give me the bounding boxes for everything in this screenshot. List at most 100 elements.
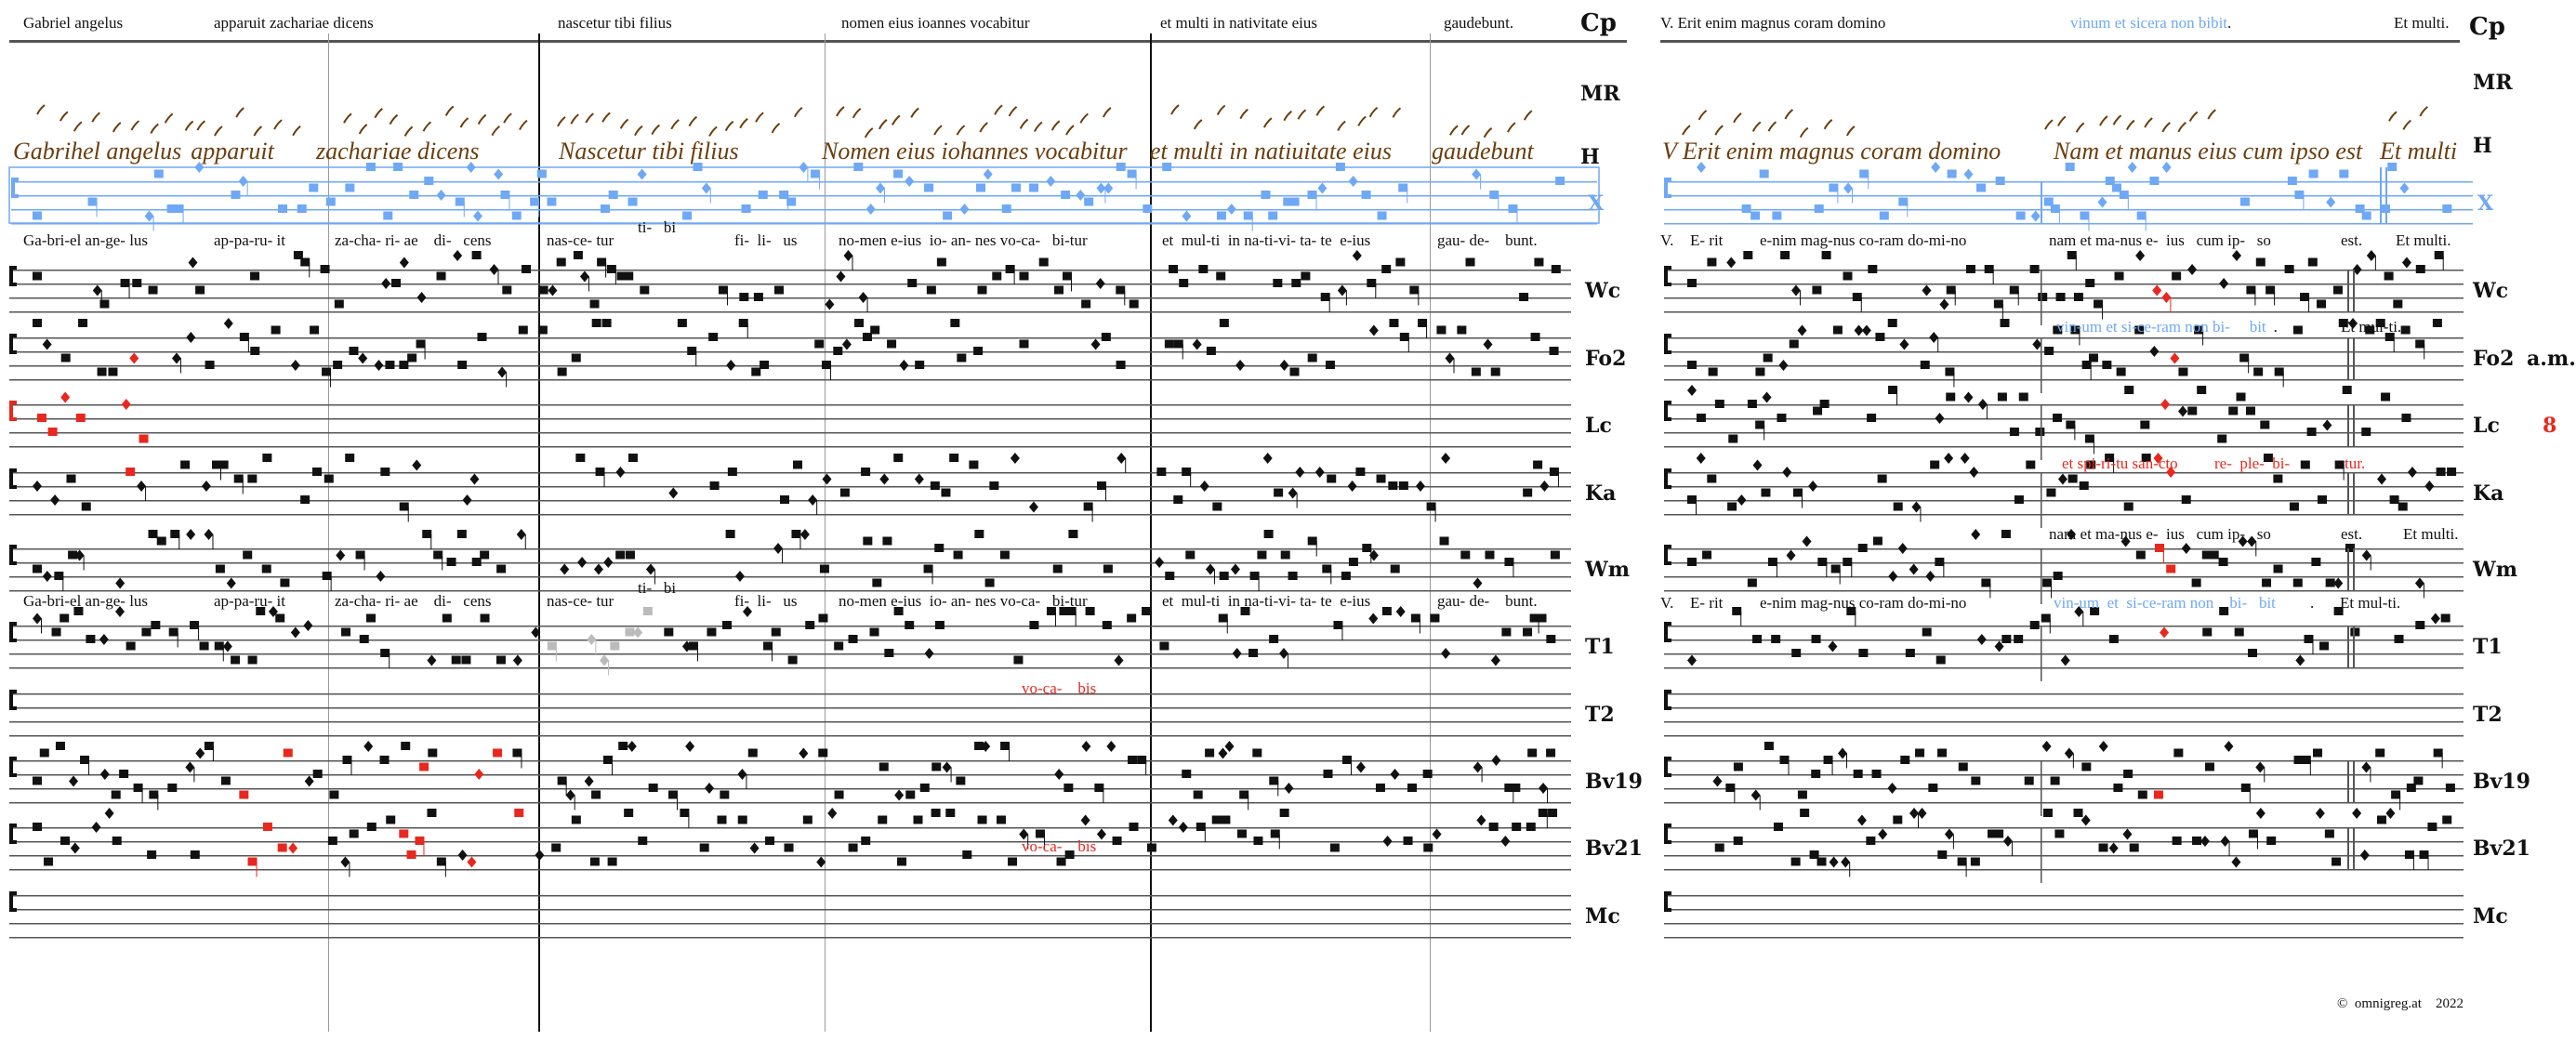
neume-diamond — [1935, 413, 1945, 424]
neume-square — [2361, 211, 2371, 220]
neume-stem — [100, 290, 102, 306]
neume-diamond — [1925, 571, 1935, 582]
neume-stroke — [2099, 115, 2108, 126]
neume-diamond — [2224, 741, 2234, 752]
neume-diamond — [469, 473, 480, 485]
neume-stroke — [422, 121, 432, 132]
neume-square — [2029, 265, 2040, 273]
row-label: Ka — [1585, 481, 1617, 506]
c-clef-icon — [9, 401, 17, 421]
neume-square — [2413, 776, 2424, 785]
neume-stem — [96, 202, 98, 217]
neume-square — [415, 837, 425, 845]
neume-diamond — [615, 467, 626, 478]
neume-square — [2300, 460, 2310, 469]
manuscript-text: Gabrihel angelus — [13, 138, 182, 165]
neume-square — [1013, 655, 1024, 665]
neume-square — [1830, 564, 1841, 573]
neume-stroke — [1845, 125, 1856, 137]
neume-diamond — [1348, 176, 1358, 187]
neume-diamond — [1944, 828, 1954, 840]
lyric-syllables: nam et ma-nus e- ius cum ip- so — [2049, 231, 2271, 249]
lyric-syllables: V. — [1660, 231, 1674, 249]
manuscript-text: Nomen eius iohannes vocabitur — [822, 138, 1128, 165]
neume-diamond — [737, 769, 747, 780]
neume-diamond — [637, 168, 647, 180]
neume-stroke — [59, 111, 69, 122]
neume-square — [2042, 578, 2053, 587]
neume-square — [1550, 550, 1560, 560]
neume-stroke — [2044, 119, 2054, 130]
neume-square — [1857, 544, 1868, 552]
neume-stem — [2282, 372, 2284, 388]
neume-square — [1422, 770, 1433, 778]
neume-square — [521, 265, 531, 273]
neume-stem — [2312, 639, 2314, 654]
neume-square — [1221, 815, 1231, 824]
neume-square — [324, 474, 334, 483]
neume-diamond — [565, 789, 575, 801]
neume-square — [1403, 837, 1413, 845]
lyric-syllables: et mul-ti in na-ti-vi- ta- te e-ius — [1162, 231, 1371, 249]
neume-diamond — [1155, 557, 1165, 568]
neume-square — [211, 460, 221, 469]
neume-diamond — [734, 571, 745, 582]
neume-diamond — [42, 571, 52, 582]
neume-square — [451, 655, 461, 665]
double-barline — [2347, 827, 2349, 869]
neume-square — [893, 169, 904, 178]
neume-diamond — [1473, 577, 1483, 589]
neume-square — [2333, 607, 2344, 615]
header-text: Gabriel angelus — [23, 14, 124, 32]
neume-square — [2073, 809, 2083, 817]
neume-square — [822, 361, 832, 369]
neume-diamond — [2414, 577, 2424, 589]
neume-square — [556, 257, 566, 267]
neume-square — [1843, 558, 1853, 566]
neume-square — [1193, 790, 1203, 799]
neume-square — [1816, 857, 1827, 866]
neume-square — [2192, 837, 2202, 845]
neume-square — [2119, 191, 2129, 199]
neume-square — [86, 635, 96, 643]
neume-square — [2393, 299, 2403, 309]
neume-diamond — [1696, 453, 1706, 464]
neume-square — [878, 762, 889, 771]
neume-stem — [746, 323, 748, 338]
neume-square — [2065, 163, 2075, 171]
neume-square — [802, 815, 812, 824]
neume-square — [1488, 823, 1499, 831]
row-annotation: a.m. — [2527, 347, 2576, 371]
neume-diamond — [2231, 856, 2241, 868]
neume-square — [2376, 815, 2386, 824]
c-clef-icon — [1664, 824, 1671, 844]
neume-stem — [1802, 493, 1803, 508]
neume-diamond — [188, 257, 198, 269]
neume-square — [496, 564, 507, 573]
neume-stroke — [570, 113, 579, 125]
neume-diamond — [1368, 324, 1379, 336]
double-barline — [2347, 404, 2349, 446]
neume-square — [2134, 325, 2145, 335]
neume-stroke — [724, 120, 734, 132]
neume-diamond — [1977, 399, 1988, 410]
neume-stem — [1054, 612, 1056, 626]
neume-diamond — [497, 366, 508, 378]
neume-square — [39, 748, 49, 758]
neume-square — [1320, 293, 1330, 301]
x-staff-line — [11, 209, 1597, 211]
neume-diamond — [303, 620, 313, 631]
neume-square — [2350, 627, 2360, 637]
neume-square — [457, 361, 468, 369]
neume-diamond — [1096, 828, 1106, 840]
c-clef-icon — [1664, 545, 1671, 565]
mc-staff-line — [1664, 923, 2464, 925]
neume-diamond — [2153, 453, 2163, 464]
neume-stem — [1740, 612, 1742, 626]
neume-diamond — [1230, 563, 1240, 575]
neume-square — [2079, 481, 2089, 490]
neume-square — [2055, 293, 2066, 301]
neume-square — [2434, 251, 2444, 259]
neume-diamond — [799, 747, 809, 759]
neume-stroke — [1784, 109, 1794, 120]
